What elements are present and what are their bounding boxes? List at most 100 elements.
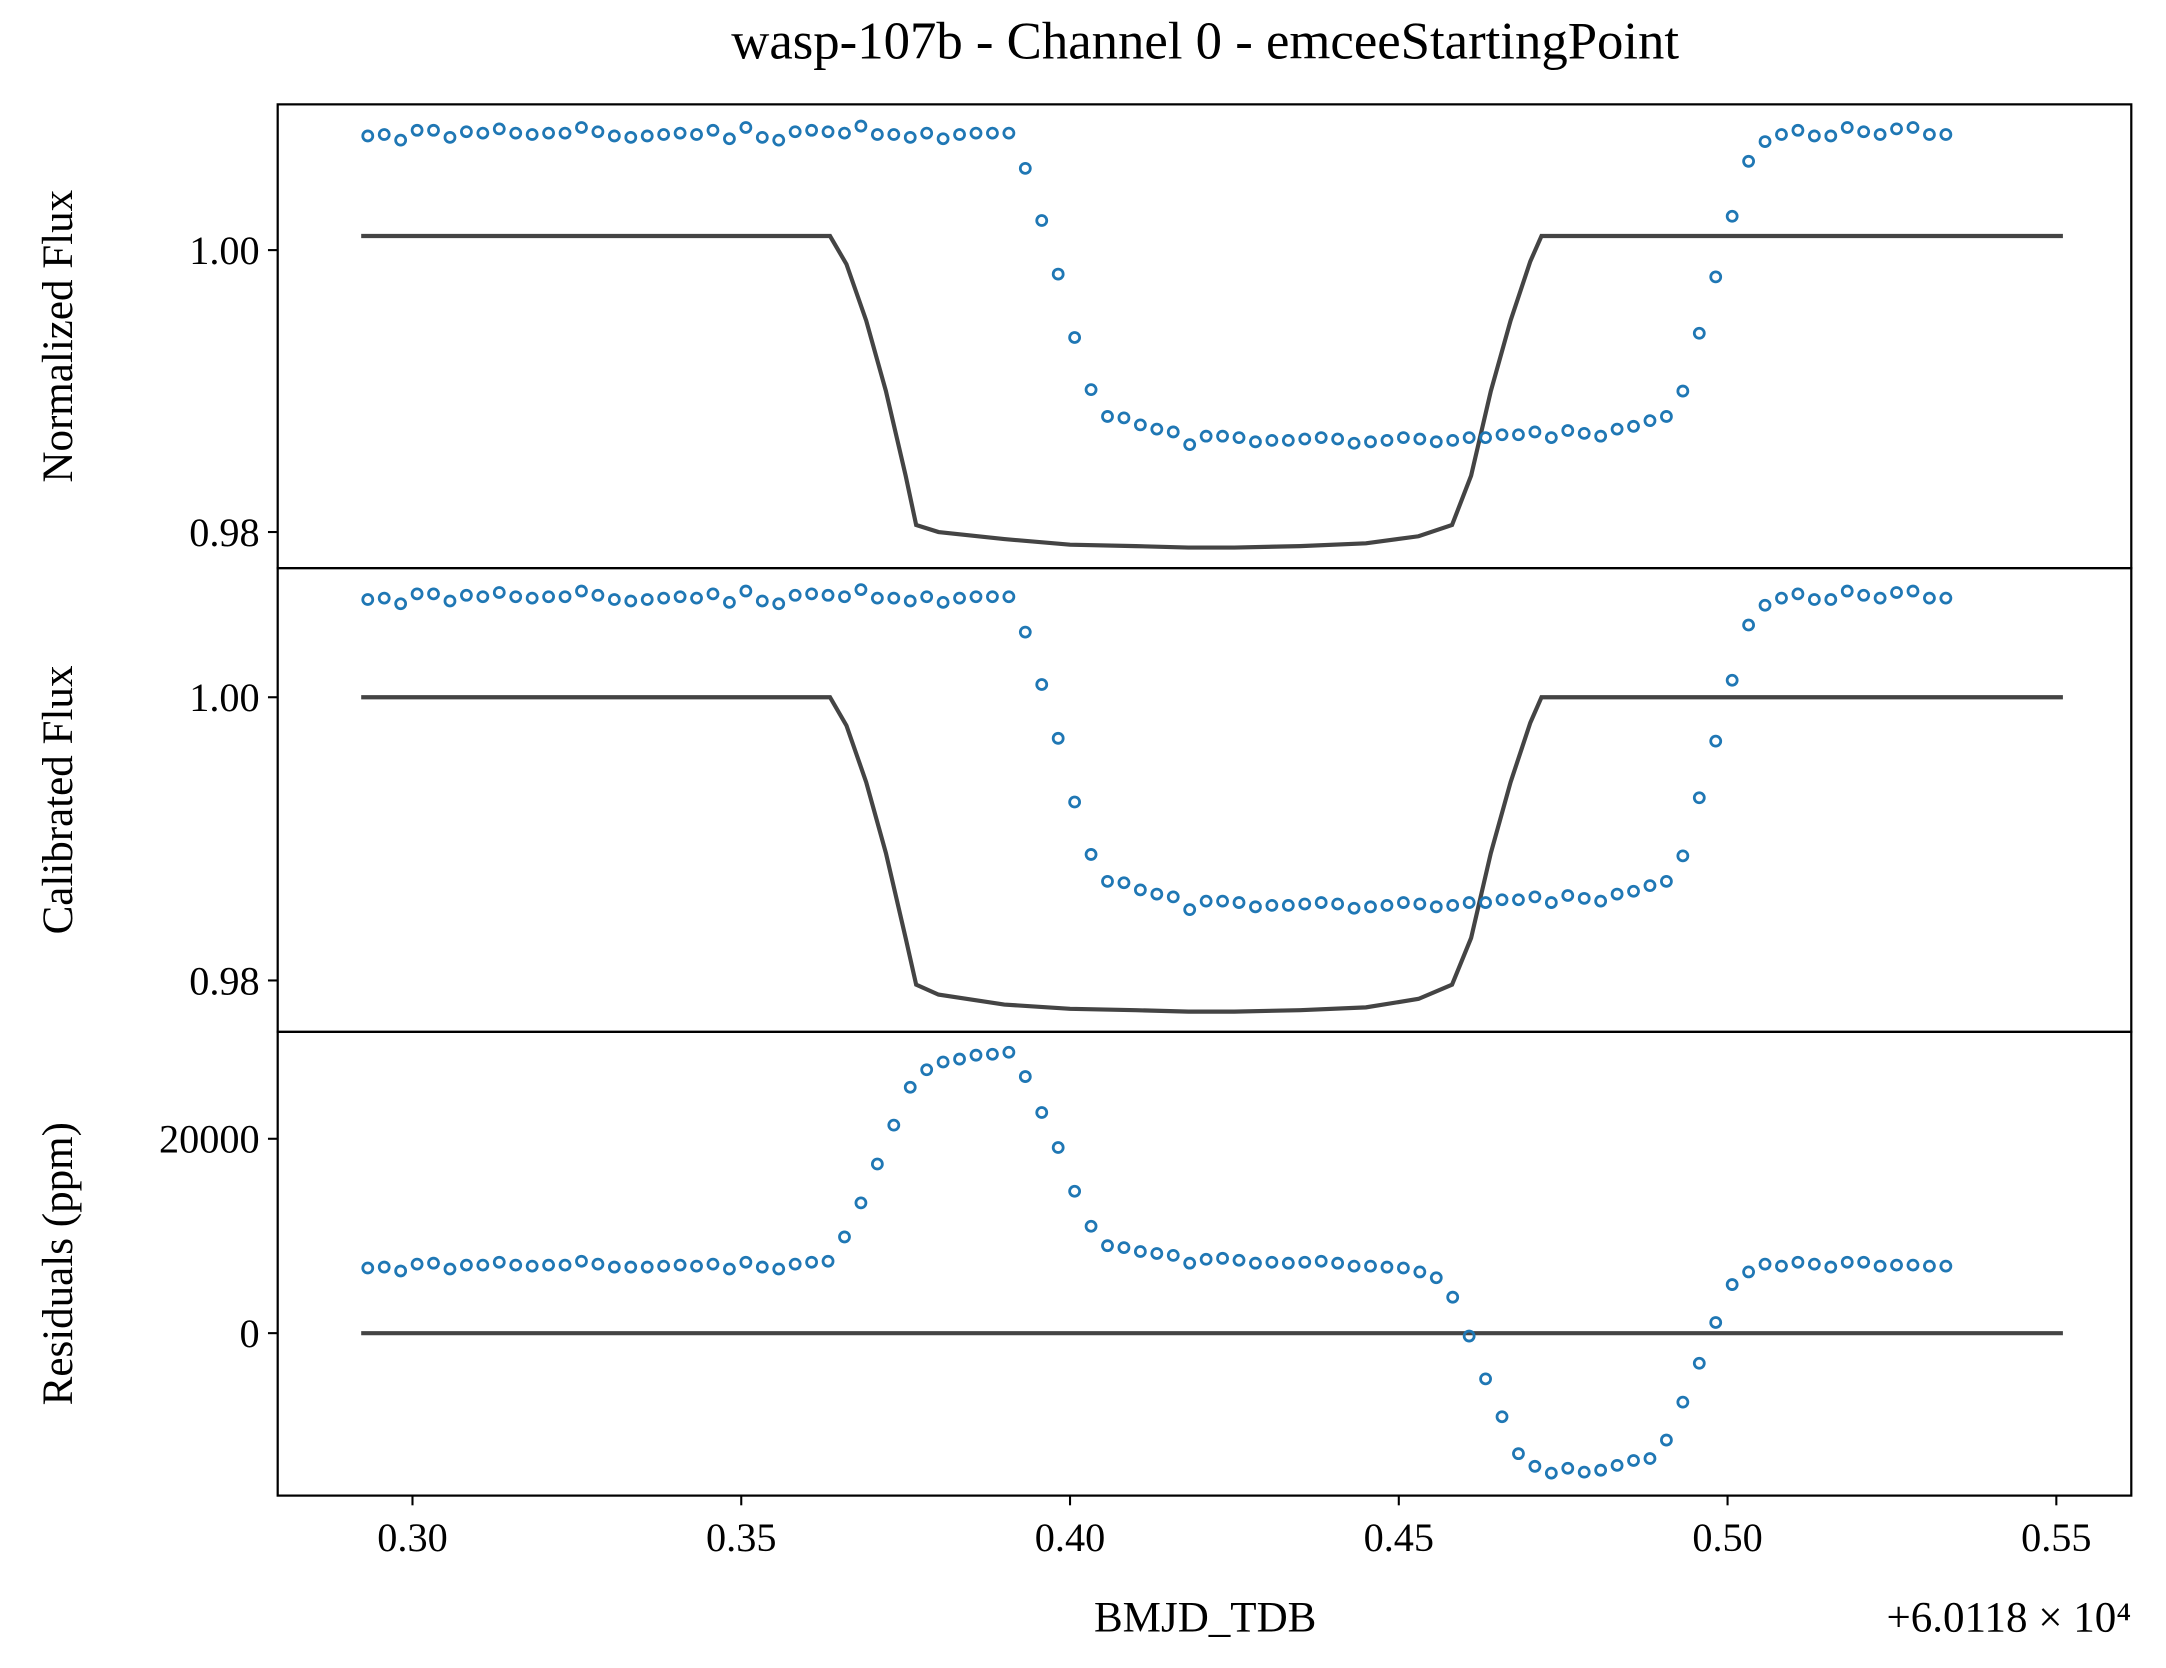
data-point [1807, 1257, 1821, 1271]
data-point [1528, 1459, 1542, 1473]
data-point [1166, 890, 1180, 904]
data-point [575, 121, 588, 134]
data-point [427, 587, 440, 601]
data-point [558, 1258, 572, 1272]
data-point [1397, 1261, 1410, 1275]
data-point [1002, 126, 1016, 140]
data-point [854, 583, 868, 597]
data-point [1577, 891, 1591, 905]
data-point [1479, 431, 1492, 444]
data-point [1446, 899, 1460, 912]
data-point [920, 590, 934, 604]
data-point [1133, 418, 1147, 432]
data-point [1840, 121, 1854, 134]
data-point [1479, 1372, 1492, 1386]
data-point [1873, 1259, 1887, 1273]
data-point [1660, 874, 1673, 888]
data-point [690, 1259, 703, 1273]
data-point [821, 125, 835, 139]
data-point [1018, 1070, 1032, 1083]
data-point [542, 1258, 555, 1272]
data-point [1857, 1255, 1871, 1269]
data-point [1018, 161, 1032, 175]
data-point [1068, 1184, 1082, 1198]
data-point [1462, 431, 1476, 444]
data-point [1051, 1141, 1065, 1154]
data-point [1150, 1247, 1164, 1260]
data-point [1528, 890, 1542, 904]
data-point [854, 1196, 868, 1210]
data-point [706, 123, 720, 137]
data-point [607, 129, 621, 143]
data-point [394, 597, 408, 611]
data-point [1561, 889, 1575, 902]
data-point [953, 128, 966, 141]
data-point [1528, 425, 1542, 439]
data-point [361, 593, 375, 606]
data-point [410, 587, 424, 601]
data-point [1035, 1106, 1049, 1119]
data-point [443, 130, 457, 144]
data-point [1775, 1259, 1788, 1273]
data-point [460, 125, 473, 139]
data-point [1265, 434, 1279, 447]
data-point [558, 126, 572, 140]
data-point [936, 1055, 950, 1069]
data-point [1561, 424, 1575, 437]
data-point [1331, 432, 1345, 446]
data-point [1840, 1255, 1854, 1269]
data-point [1413, 1265, 1427, 1279]
data-point [1676, 384, 1690, 398]
data-point [1791, 123, 1805, 137]
data-point [1939, 1259, 1953, 1273]
x-tick-label: 0.40 [1035, 1515, 1105, 1560]
data-point [805, 587, 818, 601]
data-point [1660, 1433, 1673, 1447]
data-point [1709, 1316, 1723, 1329]
data-point [1495, 893, 1509, 907]
data-point [1610, 422, 1624, 436]
data-point [1725, 673, 1739, 687]
data-point [591, 125, 605, 139]
data-point [1199, 894, 1213, 908]
data-point [920, 126, 934, 140]
data-point [1166, 425, 1180, 439]
data-point [805, 1255, 818, 1269]
data-point [1216, 1251, 1229, 1265]
data-point [1199, 429, 1213, 443]
data-point [969, 590, 983, 604]
data-point [1594, 429, 1608, 443]
data-point [986, 590, 999, 604]
data-point [591, 1257, 605, 1271]
data-point [1627, 884, 1640, 898]
data-point [1577, 1465, 1591, 1479]
data-point [361, 129, 375, 143]
data-point [1512, 1447, 1525, 1461]
data-point [673, 1258, 687, 1272]
data-point [723, 132, 736, 146]
data-point [887, 591, 901, 605]
panel-frame [276, 1030, 2133, 1497]
data-point [1314, 1254, 1328, 1268]
data-point [492, 586, 506, 599]
data-point [821, 1254, 835, 1268]
data-point [673, 590, 687, 604]
data-point [986, 126, 999, 140]
data-point [1692, 326, 1706, 340]
data-point [476, 126, 490, 140]
data-point [476, 590, 490, 604]
data-point [969, 126, 983, 140]
data-point [1807, 593, 1821, 606]
data-point [1544, 896, 1558, 909]
data-point [1298, 432, 1312, 446]
data-point [755, 1260, 769, 1274]
data-point [1281, 899, 1295, 912]
data-point [1462, 896, 1476, 909]
data-point [1544, 431, 1558, 444]
data-point [427, 1256, 440, 1270]
data-point [739, 584, 753, 598]
data-point [542, 126, 555, 140]
data-point [394, 1264, 408, 1278]
data-point [1298, 1255, 1312, 1269]
panel-frame [276, 566, 2133, 1033]
